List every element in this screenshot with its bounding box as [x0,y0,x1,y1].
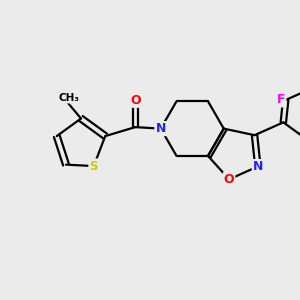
Text: S: S [89,160,98,172]
Text: N: N [253,160,263,173]
Text: O: O [224,173,234,186]
Text: S: S [89,160,98,172]
Text: N: N [156,122,166,135]
Text: CH₃: CH₃ [58,93,80,103]
Text: O: O [130,94,141,106]
Text: N: N [156,122,166,135]
Text: F: F [277,94,285,106]
Text: O: O [130,94,141,106]
